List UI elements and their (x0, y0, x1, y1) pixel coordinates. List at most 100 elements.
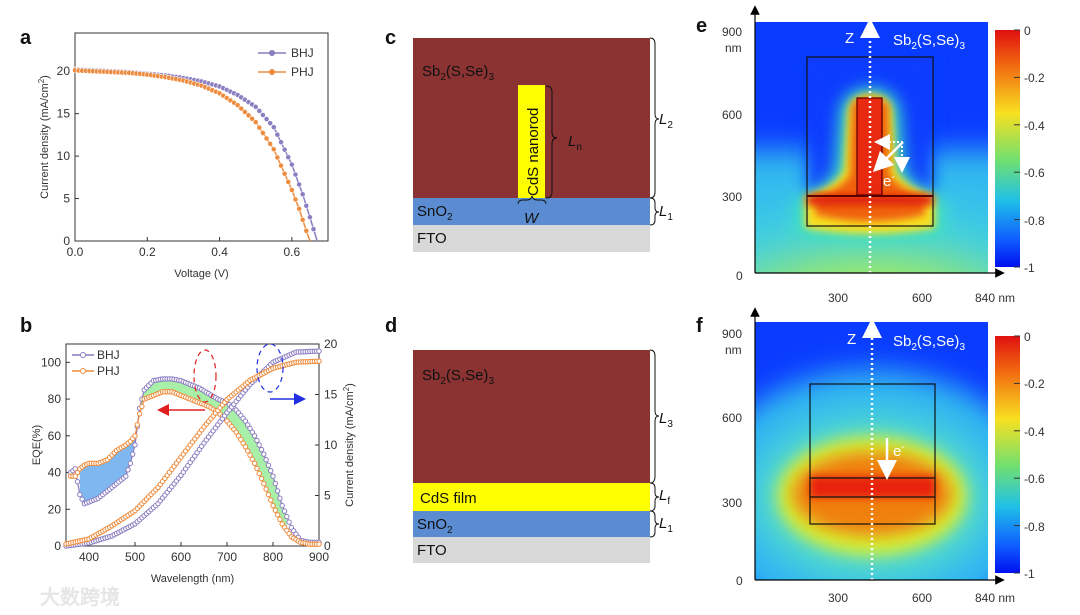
eqe-point-bhj (270, 473, 276, 479)
data-point-bhj (299, 191, 306, 198)
y-tick-label: 80 (48, 392, 62, 406)
data-point-phj (299, 216, 306, 223)
eqe-point-bhj (74, 479, 81, 485)
l1-label: L1 (659, 515, 673, 535)
eqe-point-phj (265, 491, 272, 498)
colorbar-tick-label: -0.8 (1024, 520, 1045, 534)
legend-label-phj: PHJ (291, 65, 314, 79)
data-point-phj (234, 102, 241, 109)
colorbar-tick-label: 0 (1024, 24, 1031, 38)
eqe-point-phj (136, 411, 143, 417)
data-point-bhj (267, 120, 274, 127)
panel-e: e e- Z Sb2(S,Se)3 900 nm 600 300 0 300 6… (696, 5, 1045, 305)
l1-brace (649, 510, 660, 538)
w-label: W (524, 210, 540, 227)
colorbar-tick-label: -0.6 (1024, 472, 1045, 486)
y-tick: 300 (722, 190, 742, 204)
y2-tick-label: 5 (324, 489, 331, 503)
sb-label: Sb2(S,Se)3 (422, 63, 494, 83)
eqe-point-phj (72, 473, 78, 479)
eqe-point-bhj (123, 473, 129, 479)
eqe-point-bhj (130, 451, 136, 457)
y-tick-label: 60 (48, 429, 62, 443)
sno2-layer (413, 511, 650, 537)
data-point-bhj (303, 202, 310, 209)
eqe-point-phj (235, 433, 242, 439)
y-tick: 0 (736, 574, 743, 588)
data-point-phj (274, 154, 281, 161)
data-point-bhj (260, 112, 266, 118)
eqe-point-bhj (272, 480, 278, 487)
series-line-bhj (74, 68, 318, 242)
eqe-point-phj (242, 444, 249, 450)
colorbar-tick-label: 0 (1024, 330, 1031, 344)
l1-label: L1 (659, 203, 673, 223)
eqe-point-bhj (254, 437, 260, 444)
z-label: Z (847, 331, 856, 348)
data-point-phj (252, 119, 259, 126)
plot-frame (74, 32, 329, 242)
x-tick: 300 (828, 291, 848, 305)
x-tick-label: 800 (263, 550, 283, 564)
fto-label: FTO (417, 542, 447, 559)
panel-label-b: b (20, 315, 32, 337)
eqe-point-phj (238, 436, 244, 443)
y-tick: 900 (722, 327, 742, 341)
legend-marker (269, 69, 275, 75)
sb-label: Sb2(S,Se)3 (893, 333, 965, 353)
x-axis-label: Voltage (V) (174, 268, 228, 280)
ln-brace (545, 85, 558, 199)
eqe-point-bhj (242, 418, 249, 424)
eqe-point-phj (316, 541, 322, 547)
x-tick-label: 400 (79, 550, 99, 564)
electron-arrow (872, 141, 904, 173)
panel-label-a: a (20, 27, 32, 49)
x-tick-label: 600 (171, 550, 191, 564)
sno2-label: SnO2 (417, 203, 453, 223)
right-axis-ellipse (256, 343, 284, 393)
colorbar (995, 30, 1020, 267)
data-point-phj (281, 170, 288, 177)
data-point-bhj (288, 161, 295, 168)
colorbar-tick-label: -0.6 (1024, 166, 1045, 180)
eqe-point-phj (74, 469, 81, 476)
x-tick: 840 nm (975, 291, 1015, 305)
eqe-point-phj (134, 422, 141, 428)
l1-brace (649, 197, 660, 226)
series-line-phj (74, 69, 311, 242)
eqe-point-bhj (258, 446, 265, 453)
cds-nanorod (518, 85, 545, 198)
data-point-phj (285, 179, 292, 185)
y-tick-label: 15 (57, 107, 71, 121)
eqe-point-bhj (277, 495, 283, 501)
eqe-point-phj (249, 456, 256, 462)
eqe-point-phj (139, 403, 145, 410)
colorbar-tick-label: -0.8 (1024, 214, 1045, 228)
ln-label: Ln (568, 133, 582, 153)
y-tick: 300 (722, 496, 742, 510)
y2-tick-label: 0 (324, 539, 331, 553)
colorbar (995, 336, 1020, 573)
x-tick-label: 900 (309, 550, 329, 564)
x-tick-label: 700 (217, 550, 237, 564)
sb-label: Sb2(S,Se)3 (893, 32, 965, 52)
x-tick: 300 (828, 591, 848, 605)
y-tick: 600 (722, 108, 742, 122)
data-point-phj (256, 124, 263, 131)
panel-b: b 400 500 600 700 800 90002040608010005101520… (20, 315, 356, 585)
data-point-phj (249, 115, 255, 122)
panel-a: a 0.0 0.2 0.4 0.6 0 5 10 15 20 Voltage (V) Current… (20, 27, 329, 280)
fto-layer (413, 225, 650, 252)
eqe-point-phj (233, 429, 239, 435)
colorbar-tick-label: -0.2 (1024, 377, 1045, 391)
eqe-point-phj (270, 502, 276, 509)
data-point-phj (278, 162, 284, 169)
watermark: 大数跨境 (40, 585, 120, 609)
legend-marker (80, 368, 86, 374)
legend-marker (269, 50, 275, 56)
data-point-phj (241, 109, 248, 115)
field-heatmap (755, 22, 988, 273)
x-axis-label: Wavelength (nm) (151, 573, 234, 585)
eqe-point-bhj (256, 442, 262, 448)
